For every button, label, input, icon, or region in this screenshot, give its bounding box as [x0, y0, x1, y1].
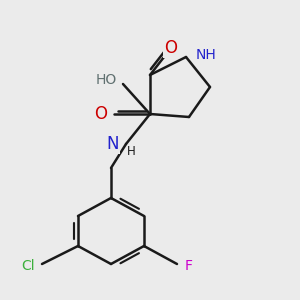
Text: NH: NH — [195, 49, 216, 62]
Text: Cl: Cl — [22, 259, 35, 272]
Text: O: O — [164, 39, 178, 57]
Text: H: H — [127, 145, 136, 158]
Text: F: F — [184, 259, 192, 272]
Text: HO: HO — [96, 73, 117, 86]
Text: N: N — [106, 135, 119, 153]
Text: O: O — [94, 105, 107, 123]
